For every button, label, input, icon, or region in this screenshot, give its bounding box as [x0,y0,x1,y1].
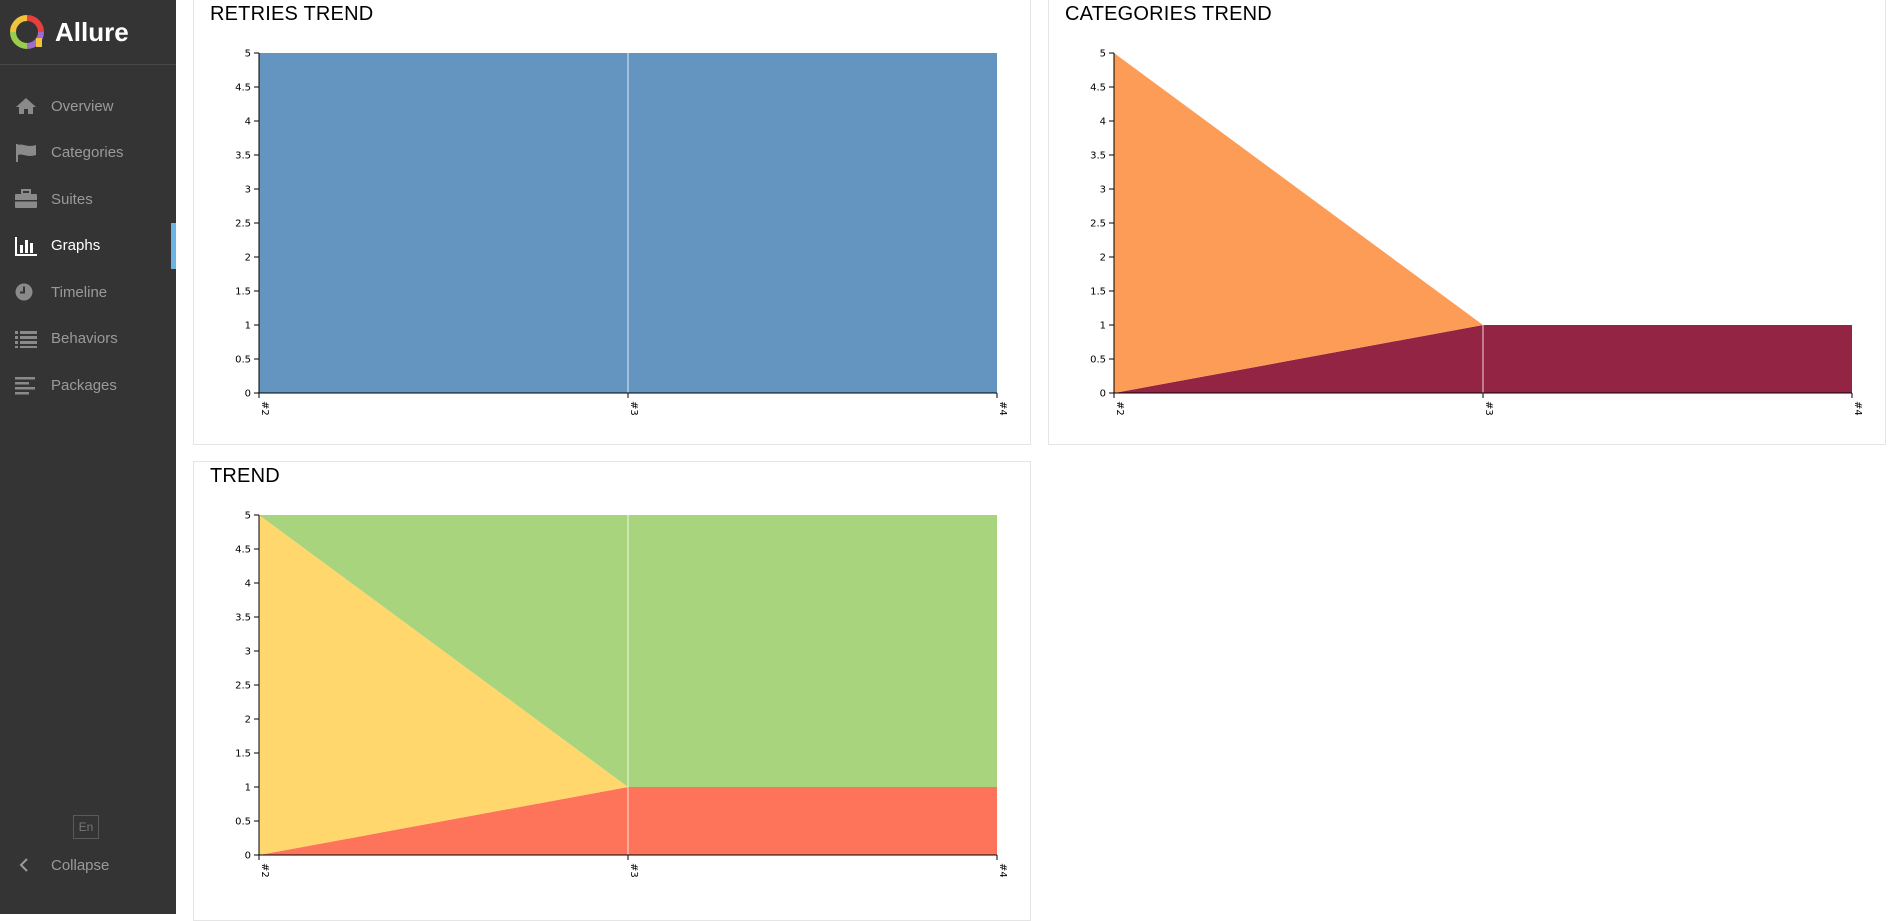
y-tick-label: 2 [1100,253,1106,264]
categories-trend-chart: 0 0.5 1 1.5 2 2.5 3 3.5 4 4.5 5 #2 #3 #4 [1090,49,1863,416]
x-tick-label: #3 [628,401,639,416]
sidebar-item-label: Categories [51,144,124,162]
y-tick-label: 4 [245,117,251,128]
y-tick-label: 4.5 [235,83,251,94]
y-tick-label: 1.5 [1090,287,1106,298]
y-tick-label: 5 [245,511,251,522]
x-tick-label: #2 [259,863,270,878]
sidebar-item-suites[interactable]: Suites [0,176,176,223]
sidebar-item-graphs[interactable]: Graphs [0,222,176,270]
clock-icon [15,283,33,301]
y-tick-label: 2.5 [235,681,251,692]
sidebar-item-label: Timeline [51,283,108,301]
y-tick-label: 2.5 [1090,219,1106,230]
list-icon [15,330,37,348]
sidebar-item-timeline[interactable]: Timeline [0,269,176,316]
widget-title: RETRIES TREND [210,3,374,25]
collapse-label: Collapse [51,856,110,874]
sidebar-item-packages[interactable]: Packages [0,362,176,409]
y-tick-label: 0.5 [235,817,251,828]
widget-title: CATEGORIES TREND [1065,3,1272,25]
y-tick-label: 2 [245,253,251,264]
y-tick-label: 5 [245,49,251,60]
sidebar-item-label: Overview [51,97,114,115]
y-tick-label: 1 [245,321,251,332]
y-tick-label: 4 [245,579,251,590]
y-tick-label: 3.5 [235,151,251,162]
x-tick-label: #3 [1483,401,1494,416]
brand[interactable]: Allure [0,0,176,65]
x-tick-label: #2 [1114,401,1125,416]
sidebar-nav: Overview Categories Suites Gr [0,83,176,409]
y-tick-label: 2 [245,715,251,726]
collapse-button[interactable]: Collapse [0,852,176,878]
chevron-left-icon [19,858,28,872]
home-icon [16,98,36,115]
trend-widget: TREND 0 0.5 1 1.5 2 2.5 3 3.5 4 4.5 5 #2 #3 #4 [193,461,1031,921]
y-tick-label: 3 [1100,185,1106,196]
y-tick-label: 5 [1100,49,1106,60]
y-tick-label: 0 [245,389,251,400]
y-tick-label: 1 [245,783,251,794]
y-tick-label: 0.5 [1090,355,1106,366]
sidebar-item-behaviors[interactable]: Behaviors [0,316,176,363]
y-tick-label: 0.5 [235,355,251,366]
sidebar-item-label: Behaviors [51,330,118,348]
x-tick-label: #4 [1852,401,1863,416]
retries-trend-chart: 0 0.5 1 1.5 2 2.5 3 3.5 4 4.5 5 #2 #3 #4 [235,49,1008,416]
sidebar-item-label: Packages [51,376,117,394]
area-series-1 [1114,53,1852,393]
x-tick-label: #3 [628,863,639,878]
area-series-1 [259,515,997,855]
y-tick-label: 3.5 [1090,151,1106,162]
y-tick-label: 1 [1100,321,1106,332]
y-tick-label: 4 [1100,117,1106,128]
x-tick-label: #2 [259,401,270,416]
sidebar: Allure Overview Categories Suites [0,0,176,914]
widget-title: TREND [210,465,280,487]
bar-chart-icon [15,236,37,256]
align-left-icon [15,377,35,395]
y-tick-label: 4.5 [1090,83,1106,94]
y-tick-label: 2.5 [235,219,251,230]
language-button[interactable]: En [73,815,99,839]
y-tick-label: 3.5 [235,613,251,624]
sidebar-item-categories[interactable]: Categories [0,130,176,177]
app-title: Allure [55,16,129,47]
briefcase-icon [15,189,37,209]
y-tick-label: 3 [245,647,251,658]
y-tick-label: 0 [1100,389,1106,400]
y-tick-label: 1.5 [235,749,251,760]
sidebar-item-label: Graphs [51,237,101,255]
retries-trend-widget: RETRIES TREND 0 0.5 1 1.5 2 2.5 3 3.5 4 4.5 5 #2 #3 #… [193,0,1031,445]
x-tick-label: #4 [997,863,1008,878]
x-tick-label: #4 [997,401,1008,416]
flag-icon [16,143,36,162]
sidebar-item-overview[interactable]: Overview [0,83,176,130]
y-tick-label: 1.5 [235,287,251,298]
y-tick-label: 4.5 [235,545,251,556]
y-tick-label: 0 [245,851,251,862]
categories-trend-widget: CATEGORIES TREND 0 0.5 1 1.5 2 2.5 3 3.5 4 4.5 5 #2… [1048,0,1886,445]
allure-logo-icon [10,15,44,49]
trend-chart: 0 0.5 1 1.5 2 2.5 3 3.5 4 4.5 5 #2 #3 #4 [235,511,1008,878]
y-tick-label: 3 [245,185,251,196]
sidebar-item-label: Suites [51,190,93,208]
